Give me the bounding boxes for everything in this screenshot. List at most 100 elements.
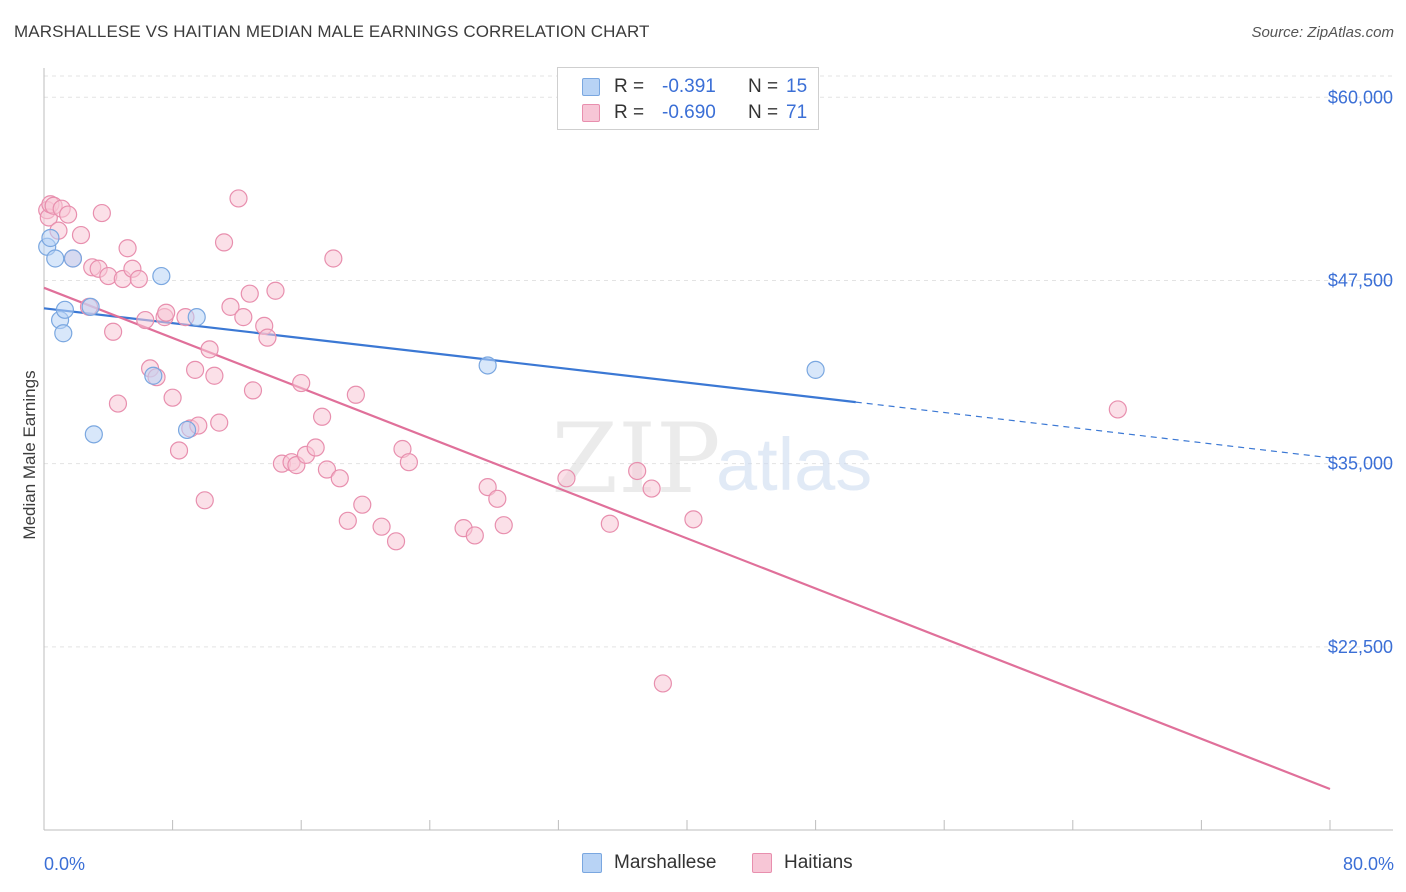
haitians-point [118, 239, 137, 258]
grid-lines [44, 75, 1393, 648]
r-value: -0.690 [662, 102, 716, 123]
trend-lines [43, 286, 1331, 790]
haitians-point [488, 489, 507, 508]
legend-item-haitians: Haitians [752, 852, 853, 874]
y-tick-label: $35,000 [1328, 454, 1393, 474]
haitians-point [317, 460, 337, 479]
haitians-point [210, 413, 229, 432]
haitians-point [240, 284, 259, 303]
haitians-point [306, 438, 325, 457]
data-points [38, 189, 1127, 693]
marshallese-point [152, 266, 171, 286]
haitians-point [628, 461, 647, 481]
marshallese-point [55, 300, 74, 319]
legend-row-haitians: R = -0.690 N = 71 [582, 101, 807, 125]
haitians-point [229, 189, 248, 208]
haitians-point [200, 340, 219, 359]
marshallese-swatch [582, 78, 600, 96]
n-label: N = [748, 76, 779, 97]
haitians-point [312, 407, 332, 426]
y-tick-label: $22,500 [1328, 637, 1393, 657]
marshallese-point [63, 249, 83, 268]
haitians-point [372, 517, 391, 536]
haitians-point [195, 491, 214, 510]
haitians-point [163, 388, 182, 407]
haitians-point [330, 469, 349, 488]
haitians-point [104, 322, 123, 341]
marshallese-swatch [582, 853, 602, 873]
haitians-point [186, 360, 205, 379]
marshallese-point [177, 420, 197, 440]
y-tick-label: $47,500 [1328, 270, 1393, 290]
r-label: R = [614, 76, 645, 97]
n-value: 15 [786, 76, 808, 97]
source-credit: Source: ZipAtlas.com [1251, 24, 1394, 41]
haitians-point [266, 281, 285, 300]
n-label: N = [748, 102, 779, 123]
haitians-point [684, 510, 703, 529]
haitians-point [258, 328, 277, 347]
haitians-swatch [752, 853, 772, 873]
legend-label: Haitians [784, 852, 853, 873]
r-label: R = [614, 102, 645, 123]
watermark-atlas: atlas [716, 423, 872, 506]
haitians-point [129, 269, 148, 289]
haitians-point [292, 373, 311, 393]
marshallese-point [187, 308, 206, 327]
marshallese-point [46, 249, 65, 268]
marshallese-point [54, 324, 73, 343]
haitians-point [214, 233, 234, 252]
axes [43, 68, 1393, 831]
haitians-point [642, 479, 661, 498]
legend-label: Marshallese [614, 852, 717, 873]
r-value: -0.391 [662, 76, 716, 97]
watermark: ZIP atlas [551, 403, 872, 515]
marshallese-point [806, 360, 825, 379]
marshallese-point [41, 228, 60, 248]
haitians-point [243, 381, 263, 400]
haitians-point [1108, 400, 1127, 419]
marshallese-point [84, 425, 103, 444]
haitians-point [169, 441, 189, 460]
haitians-point [234, 308, 253, 327]
watermark-zip: ZIP [551, 403, 720, 515]
haitians-point [59, 205, 78, 224]
legend-row-marshallese: R = -0.391 N = 15 [582, 75, 807, 99]
haitians-trend-line [43, 286, 1331, 790]
haitians-point [557, 469, 576, 488]
haitians-point [465, 526, 484, 545]
haitians-point [653, 674, 672, 693]
marshallese-point [81, 297, 100, 316]
haitians-point [600, 514, 619, 533]
haitians-point [92, 203, 111, 223]
haitians-point [399, 453, 419, 472]
haitians-point [136, 310, 155, 330]
haitians-point [346, 385, 365, 404]
x-tick-label: 0.0% [44, 854, 85, 874]
n-value: 71 [786, 102, 808, 123]
haitians-point [386, 532, 406, 551]
correlation-legend: R = -0.391 N = 15 R = -0.690 N = 71 [557, 67, 819, 130]
tick-labels: $60,000 $47,500 $35,000 $22,500 0.0% 80.0% [44, 87, 1394, 874]
haitians-point [157, 303, 176, 322]
haitians-point [353, 495, 372, 514]
haitians-point [205, 366, 224, 385]
haitians-point [221, 297, 240, 316]
marshallese-trend-line [43, 307, 856, 404]
y-tick-label: $60,000 [1328, 87, 1393, 107]
x-tick-label: 80.0% [1343, 854, 1394, 874]
series-legend: Marshallese Haitians [0, 852, 1406, 876]
haitians-point [494, 516, 513, 535]
haitians-swatch [582, 104, 600, 122]
haitians-point [324, 249, 343, 268]
marshallese-point [144, 366, 163, 385]
legend-item-marshallese: Marshallese [582, 852, 716, 874]
haitians-point [71, 225, 91, 245]
haitians-point [338, 511, 357, 530]
haitians-point [478, 478, 497, 497]
marshallese-trend-extension [855, 401, 1331, 459]
chart-title: MARSHALLESE VS HAITIAN MEDIAN MALE EARNI… [14, 22, 650, 41]
marshallese-point [478, 356, 497, 375]
haitians-point [108, 394, 128, 413]
